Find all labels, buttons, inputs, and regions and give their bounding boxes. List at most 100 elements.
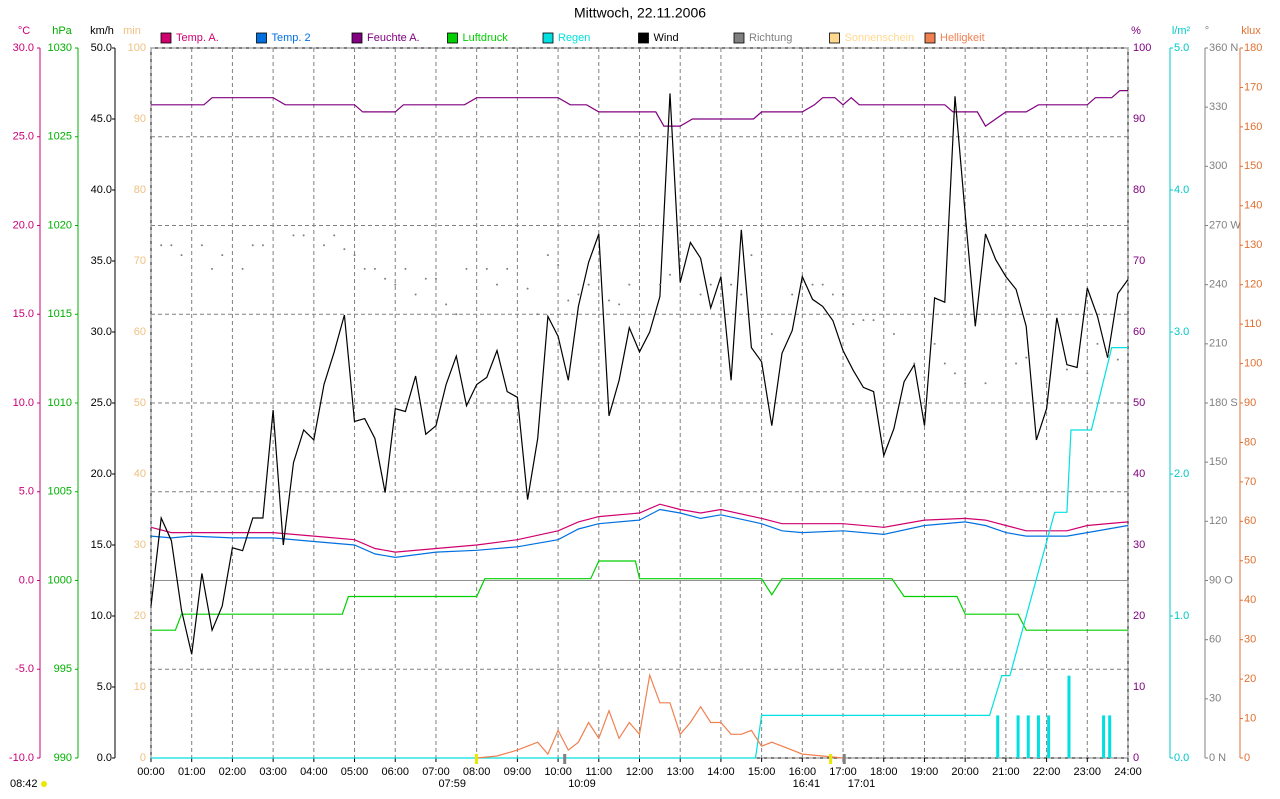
direction-dot bbox=[862, 319, 865, 322]
event-label: 07:59 bbox=[438, 778, 466, 790]
direction-dot bbox=[709, 283, 712, 286]
direction-dot bbox=[699, 293, 702, 296]
y-tick-label: 20 bbox=[134, 610, 146, 622]
rain-bar bbox=[1102, 715, 1106, 758]
y-tick-label: 90 O bbox=[1209, 574, 1233, 586]
y-tick-label: 40.0 bbox=[91, 184, 112, 196]
y-tick-label: 0 N bbox=[1209, 752, 1226, 764]
y-tick-label: 150 bbox=[1209, 456, 1227, 468]
direction-dot bbox=[404, 267, 407, 270]
legend-swatch bbox=[924, 32, 936, 44]
direction-dot bbox=[546, 254, 549, 257]
legend-swatch bbox=[447, 32, 458, 44]
direction-dot bbox=[872, 319, 875, 322]
y-tick-label: 160 bbox=[1244, 121, 1262, 133]
y-tick-label: 20 bbox=[1244, 673, 1256, 685]
y-tick-label: 90 bbox=[134, 113, 146, 125]
y-tick-label: 60 bbox=[1209, 634, 1221, 646]
series-line bbox=[151, 347, 1128, 759]
y-tick-label: 80 bbox=[1244, 436, 1256, 448]
rain-bar bbox=[1047, 715, 1051, 758]
direction-dot bbox=[261, 244, 264, 247]
y-tick-label: 50 bbox=[1244, 555, 1256, 567]
direction-dot bbox=[1096, 342, 1099, 345]
y-tick-label: 2.0 bbox=[1174, 468, 1189, 480]
y-tick-label: 50 bbox=[1133, 397, 1145, 409]
y-tick-label: 990 bbox=[54, 752, 72, 764]
direction-dot bbox=[669, 273, 672, 276]
direction-dot bbox=[577, 293, 580, 296]
y-tick-label: 25.0 bbox=[91, 397, 112, 409]
x-tick-label: 20:00 bbox=[951, 766, 979, 778]
rain-bar bbox=[1026, 715, 1030, 758]
y-tick-label: 20.0 bbox=[13, 219, 34, 231]
rain-bar bbox=[1036, 715, 1040, 758]
y-tick-label: 0.0 bbox=[1174, 752, 1189, 764]
legend-swatch bbox=[542, 32, 554, 44]
y-tick-label: 30 bbox=[134, 539, 146, 551]
y-tick-label: 10.0 bbox=[91, 610, 112, 622]
direction-dot bbox=[221, 254, 224, 257]
legend-label: Temp. 2 bbox=[272, 32, 311, 44]
x-tick-label: 07:00 bbox=[422, 766, 450, 778]
legend-label: Helligkeit bbox=[940, 32, 985, 44]
direction-dot bbox=[953, 372, 956, 375]
y-tick-label: 100 bbox=[128, 42, 146, 54]
axis-unit: °C bbox=[18, 25, 30, 37]
y-tick-label: 1010 bbox=[48, 397, 72, 409]
direction-dot bbox=[445, 303, 448, 306]
direction-dot bbox=[241, 267, 244, 270]
y-tick-label: 60 bbox=[1133, 326, 1145, 338]
direction-dot bbox=[770, 332, 773, 335]
y-tick-label: 3.0 bbox=[1174, 326, 1189, 338]
y-tick-label: 210 bbox=[1209, 338, 1227, 350]
direction-dot bbox=[434, 277, 437, 280]
direction-dot bbox=[1025, 356, 1028, 359]
y-tick-label: 90 bbox=[1244, 397, 1256, 409]
axis-unit: km/h bbox=[90, 25, 114, 37]
direction-dot bbox=[984, 382, 987, 385]
event-marker bbox=[842, 754, 846, 764]
direction-dot bbox=[363, 267, 366, 270]
y-tick-label: 10 bbox=[1133, 681, 1145, 693]
y-tick-label: 1000 bbox=[48, 574, 72, 586]
rain-bar bbox=[1108, 715, 1112, 758]
direction-dot bbox=[791, 293, 794, 296]
direction-dot bbox=[933, 342, 936, 345]
event-label: 17:01 bbox=[848, 778, 876, 790]
direction-dot bbox=[658, 283, 661, 286]
y-tick-label: 40 bbox=[1133, 468, 1145, 480]
y-tick-label: 1025 bbox=[48, 131, 72, 143]
direction-dot bbox=[455, 313, 458, 316]
direction-dot bbox=[180, 254, 183, 257]
direction-dot bbox=[821, 283, 824, 286]
chart-title: Mittwoch, 22.11.2006 bbox=[574, 5, 706, 21]
x-tick-label: 12:00 bbox=[626, 766, 654, 778]
event-marker bbox=[829, 754, 833, 764]
y-tick-label: 1030 bbox=[48, 42, 72, 54]
sun-icon bbox=[41, 781, 47, 787]
rain-bar bbox=[1067, 675, 1071, 758]
y-tick-label: 70 bbox=[134, 255, 146, 267]
direction-dot bbox=[496, 283, 499, 286]
x-tick-label: 01:00 bbox=[178, 766, 206, 778]
direction-dot bbox=[628, 283, 631, 286]
y-tick-label: 10 bbox=[134, 681, 146, 693]
y-tick-label: 130 bbox=[1244, 239, 1262, 251]
direction-dot bbox=[384, 277, 387, 280]
direction-dot bbox=[1086, 372, 1089, 375]
direction-dot bbox=[842, 293, 845, 296]
direction-dot bbox=[607, 299, 610, 302]
y-tick-label: 1005 bbox=[48, 486, 72, 498]
y-tick-label: 0 bbox=[1133, 752, 1139, 764]
y-tick-label: 80 bbox=[134, 184, 146, 196]
x-tick-label: 05:00 bbox=[341, 766, 369, 778]
axis-unit: % bbox=[1131, 25, 1141, 37]
y-tick-label: 30 bbox=[1209, 693, 1221, 705]
footer-time: 08:42 bbox=[10, 778, 38, 790]
direction-dot bbox=[251, 244, 254, 247]
y-tick-label: 35.0 bbox=[91, 255, 112, 267]
y-tick-label: 15.0 bbox=[91, 539, 112, 551]
legend-swatch bbox=[829, 32, 840, 44]
